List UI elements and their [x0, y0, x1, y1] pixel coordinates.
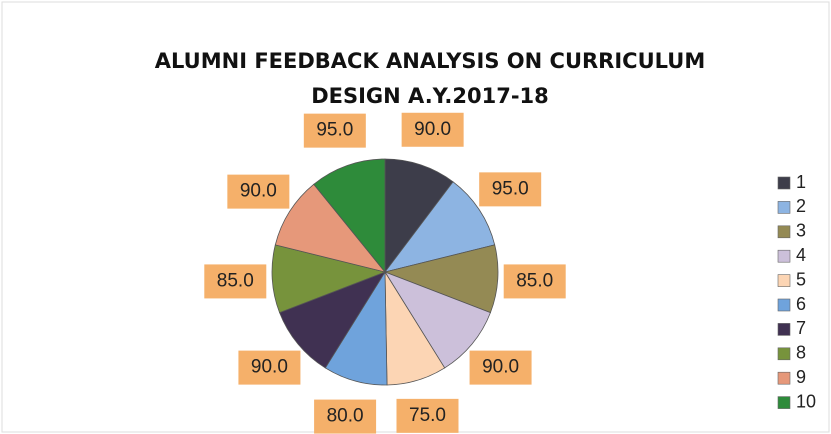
data-label-box [503, 264, 566, 299]
legend-label: 2 [796, 196, 806, 216]
pie-slice [274, 183, 387, 273]
data-label-box [314, 399, 377, 434]
data-label: 90.0 [414, 119, 451, 140]
legend-swatch [777, 249, 791, 263]
legend-swatch [777, 371, 791, 385]
data-label: 85.0 [516, 270, 553, 291]
data-label: 95.0 [492, 178, 529, 199]
data-label-box [303, 113, 366, 148]
legend-swatch [777, 396, 791, 409]
legend-swatch [777, 347, 791, 361]
legend-label: 10 [796, 391, 816, 411]
chart-title: DESIGN A.Y.2017-18 [311, 84, 549, 108]
data-label-box [227, 174, 290, 209]
pie-slice [313, 158, 386, 274]
legend-label: 4 [796, 245, 806, 265]
chart-title: ALUMNI FEEDBACK ANALYSIS ON CURRICULUM [155, 49, 705, 73]
legend-swatch [777, 323, 791, 336]
legend-label: 9 [796, 367, 806, 387]
pie-slice [384, 271, 491, 369]
legend-swatch [777, 176, 791, 190]
data-label-box [479, 172, 542, 207]
pie-slice [384, 158, 454, 274]
data-label-box [238, 350, 301, 385]
legend-label: 8 [796, 343, 806, 363]
data-label: 90.0 [240, 181, 277, 202]
data-label-box [401, 112, 464, 147]
data-label: 85.0 [217, 270, 254, 291]
data-label: 95.0 [316, 120, 353, 141]
legend-label: 1 [796, 172, 806, 192]
legend-swatch [777, 201, 791, 214]
legend-swatch [777, 274, 791, 287]
pie-slice [384, 181, 496, 273]
data-label: 80.0 [327, 406, 364, 427]
data-label: 90.0 [251, 357, 288, 378]
legend-swatch [777, 298, 791, 312]
legend-label: 6 [796, 294, 806, 314]
data-label: 90.0 [482, 357, 519, 378]
legend-swatch [777, 225, 791, 239]
data-label-box [204, 264, 267, 299]
data-label: 75.0 [409, 405, 446, 426]
pie-slice [279, 271, 386, 369]
legend-label: 5 [796, 269, 806, 289]
data-label-box [469, 350, 532, 385]
legend-label: 3 [796, 221, 806, 241]
legend-label: 7 [796, 318, 806, 338]
data-label-box [396, 398, 459, 433]
